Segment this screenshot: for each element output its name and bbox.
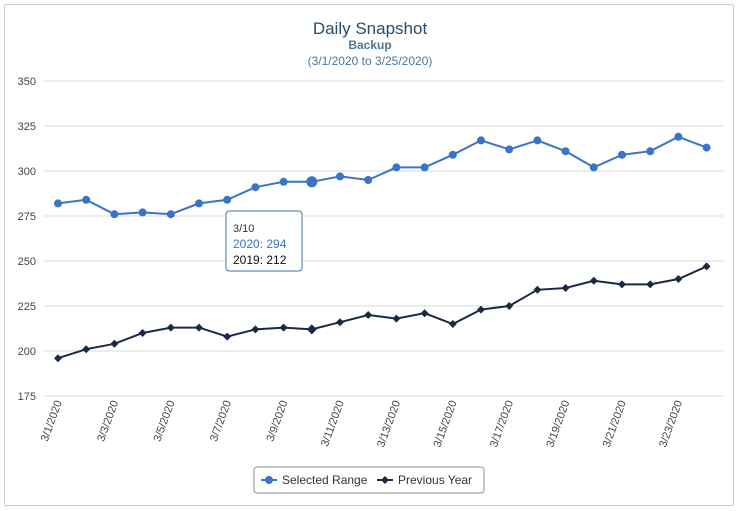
tooltip-value-2019: 2019: 212 <box>233 253 287 267</box>
x-tick-label-3-7-2020: 3/7/2020 <box>208 399 234 443</box>
data-point <box>646 280 655 289</box>
y-tick-label-250: 250 <box>18 256 36 268</box>
y-tick-label-325: 325 <box>18 121 36 133</box>
x-tick-label-3-13-2020: 3/13/2020 <box>375 399 403 449</box>
legend-box <box>253 466 485 494</box>
legend-item-previous-year[interactable]: Previous Year <box>377 473 472 487</box>
legend: Selected Range Previous Year <box>253 466 485 494</box>
x-tick-label-3-15-2020: 3/15/2020 <box>432 399 460 449</box>
data-point <box>110 339 119 348</box>
data-point <box>505 302 514 310</box>
series-group <box>54 132 711 363</box>
data-point <box>392 163 401 172</box>
data-point <box>674 132 683 141</box>
data-point <box>110 210 119 219</box>
data-point <box>54 199 62 208</box>
series-selected-range <box>54 132 711 219</box>
chart-date-range: (3/1/2020 to 3/25/2020) <box>308 54 433 68</box>
tooltip-value-2020: 2020: 294 <box>233 237 287 251</box>
legend-marker-selected-range <box>265 476 273 484</box>
data-point <box>279 323 288 332</box>
x-tick-label-3-1-2020: 3/1/2020 <box>39 399 65 443</box>
series-line-previous-year <box>57 265 708 360</box>
chart-frame <box>4 4 734 506</box>
tooltip: 3/10 2020: 294 2019: 212 <box>225 210 303 272</box>
data-point <box>646 147 655 156</box>
x-tick-label-3-3-2020: 3/3/2020 <box>95 399 121 443</box>
data-point <box>138 208 147 217</box>
x-tick-label-3-5-2020: 3/5/2020 <box>152 399 178 443</box>
data-point <box>505 145 514 154</box>
y-tick-label-350: 350 <box>18 76 36 88</box>
series-previous-year <box>54 262 711 363</box>
y-tick-label-200: 200 <box>18 346 36 358</box>
data-point <box>336 172 344 181</box>
data-point <box>54 354 62 363</box>
legend-item-selected-range[interactable]: Selected Range <box>261 473 368 487</box>
data-point <box>279 177 288 186</box>
series-line-selected-range <box>57 135 707 216</box>
y-tick-label-300: 300 <box>18 166 36 178</box>
data-point <box>138 329 147 337</box>
data-point <box>420 163 429 172</box>
tooltip-box <box>225 210 303 272</box>
x-tick-label-3-9-2020: 3/9/2020 <box>264 399 290 443</box>
x-tick-label-3-17-2020: 3/17/2020 <box>488 399 516 449</box>
y-tick-label-175: 175 <box>18 391 36 403</box>
data-point <box>420 309 429 318</box>
data-point <box>195 199 203 208</box>
data-point <box>533 285 542 294</box>
data-point <box>618 280 626 289</box>
data-point <box>702 143 711 152</box>
data-point <box>533 136 542 145</box>
data-point <box>589 276 598 285</box>
data-point <box>702 262 711 271</box>
data-point <box>477 305 485 314</box>
grid-lines <box>44 80 723 397</box>
data-point <box>82 345 91 354</box>
data-point <box>561 147 570 156</box>
data-point <box>477 136 485 145</box>
data-point <box>336 318 344 327</box>
data-point <box>251 183 260 192</box>
chart-title: Daily Snapshot <box>313 19 428 38</box>
data-point <box>674 275 683 283</box>
data-point <box>223 332 232 341</box>
y-axis: 175 200 225 250 275 300 325 350 <box>18 76 36 403</box>
data-point <box>223 195 232 204</box>
data-point <box>392 314 401 323</box>
data-point <box>195 323 203 332</box>
data-point <box>618 150 626 159</box>
data-point <box>448 320 457 328</box>
x-tick-label-3-11-2020: 3/11/2020 <box>319 399 347 448</box>
y-tick-label-275: 275 <box>18 211 36 223</box>
legend-marker-previous-year <box>381 476 389 484</box>
data-point <box>82 195 91 204</box>
legend-label-previous-year: Previous Year <box>398 473 472 487</box>
y-tick-label-225: 225 <box>18 301 36 313</box>
chart-subtitle: Backup <box>348 38 391 52</box>
x-tick-label-3-19-2020: 3/19/2020 <box>544 399 572 449</box>
legend-label-selected-range: Selected Range <box>282 473 368 487</box>
data-point <box>364 176 373 184</box>
data-point <box>306 324 317 335</box>
data-point <box>561 284 570 292</box>
data-point <box>589 163 598 172</box>
data-point <box>166 210 175 219</box>
x-axis: 3/1/2020 3/3/2020 3/5/2020 3/7/2020 3/9/2020… <box>39 399 685 449</box>
data-point <box>251 325 260 334</box>
data-point <box>166 323 175 332</box>
data-point <box>448 150 457 159</box>
x-tick-label-3-21-2020: 3/21/2020 <box>601 399 629 449</box>
x-tick-label-3-23-2020: 3/23/2020 <box>657 399 685 449</box>
tooltip-date: 3/10 <box>233 223 254 235</box>
data-point <box>364 311 373 319</box>
data-point <box>306 176 318 188</box>
